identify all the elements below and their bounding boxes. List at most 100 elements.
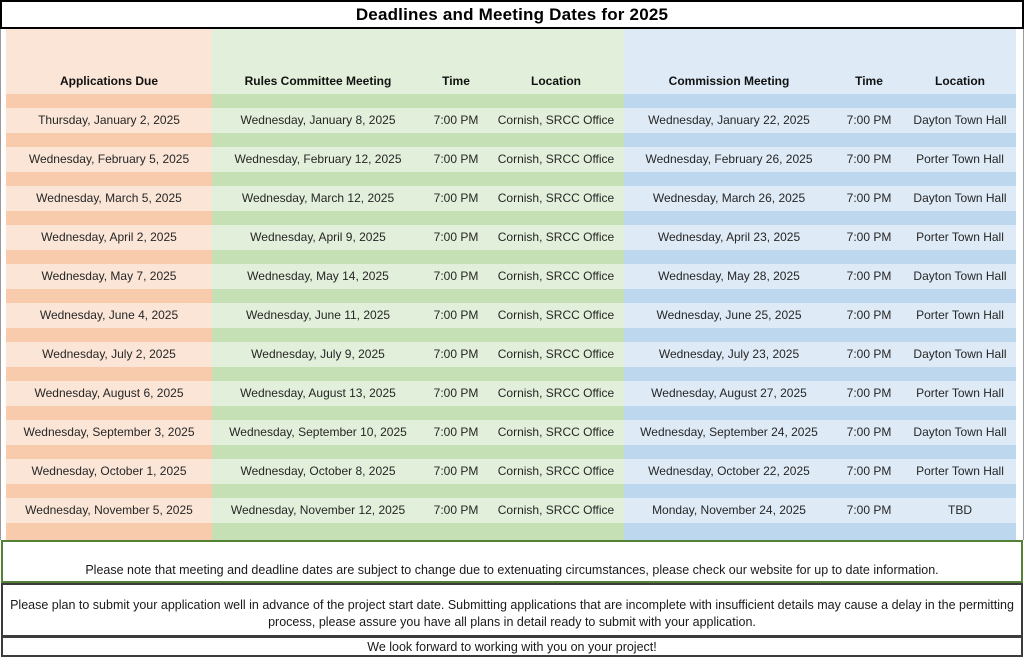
spacer-band-commission <box>624 445 1016 459</box>
cell-rules-meeting: Wednesday, February 12, 2025 <box>212 147 424 172</box>
column-header-commission-time: Time <box>834 29 904 94</box>
spacer-band-commission <box>624 94 1016 108</box>
spacer-band-applications <box>6 328 212 342</box>
cell-rules-time: 7:00 PM <box>424 342 488 367</box>
cell-commission-meeting: Wednesday, April 23, 2025 <box>624 225 834 250</box>
cell-commission-time: 7:00 PM <box>834 225 904 250</box>
cell-rules-meeting: Wednesday, June 11, 2025 <box>212 303 424 328</box>
row-spacer <box>6 133 1018 147</box>
row-spacer <box>6 289 1018 303</box>
cell-commission-location: Porter Town Hall <box>904 459 1016 484</box>
cell-commission-location: Porter Town Hall <box>904 381 1016 406</box>
cell-commission-time: 7:00 PM <box>834 459 904 484</box>
row-spacer <box>6 250 1018 264</box>
spacer-band-commission <box>624 484 1016 498</box>
cell-applications-due: Wednesday, July 2, 2025 <box>6 342 212 367</box>
cell-rules-time: 7:00 PM <box>424 420 488 445</box>
cell-applications-due: Wednesday, June 4, 2025 <box>6 303 212 328</box>
cell-rules-meeting: Wednesday, March 12, 2025 <box>212 186 424 211</box>
row-spacer <box>6 328 1018 342</box>
spacer-band-commission <box>624 289 1016 303</box>
spacer-band-rules <box>212 211 624 225</box>
cell-commission-meeting: Wednesday, July 23, 2025 <box>624 342 834 367</box>
note-text: Please note that meeting and deadline da… <box>85 563 939 577</box>
cell-commission-meeting: Wednesday, October 22, 2025 <box>624 459 834 484</box>
cell-rules-meeting: Wednesday, January 8, 2025 <box>212 108 424 133</box>
row-spacer <box>6 211 1018 225</box>
table-row: Wednesday, September 3, 2025 Wednesday, S… <box>6 420 1018 445</box>
table-row: Wednesday, March 5, 2025 Wednesday, March… <box>6 186 1018 211</box>
cell-rules-meeting: Wednesday, November 12, 2025 <box>212 498 424 523</box>
note-look-forward: We look forward to working with you on y… <box>1 636 1023 657</box>
cell-applications-due: Wednesday, November 5, 2025 <box>6 498 212 523</box>
cell-commission-meeting: Wednesday, August 27, 2025 <box>624 381 834 406</box>
note-submit-in-advance: Please plan to submit your application w… <box>1 583 1023 637</box>
cell-rules-location: Cornish, SRCC Office <box>488 342 624 367</box>
schedule-table: Applications Due Rules Committee Meeting T… <box>6 29 1018 540</box>
cell-rules-location: Cornish, SRCC Office <box>488 264 624 289</box>
spacer-band-rules <box>212 406 624 420</box>
cell-rules-time: 7:00 PM <box>424 147 488 172</box>
cell-rules-time: 7:00 PM <box>424 303 488 328</box>
cell-commission-location: TBD <box>904 498 1016 523</box>
cell-commission-location: Dayton Town Hall <box>904 108 1016 133</box>
row-spacer <box>6 406 1018 420</box>
spacer-band-commission <box>624 250 1016 264</box>
spacer-band-commission <box>624 211 1016 225</box>
cell-rules-meeting: Wednesday, July 9, 2025 <box>212 342 424 367</box>
cell-commission-location: Porter Town Hall <box>904 225 1016 250</box>
cell-commission-time: 7:00 PM <box>834 381 904 406</box>
cell-applications-due: Wednesday, September 3, 2025 <box>6 420 212 445</box>
cell-commission-time: 7:00 PM <box>834 264 904 289</box>
cell-commission-meeting: Wednesday, May 28, 2025 <box>624 264 834 289</box>
cell-commission-time: 7:00 PM <box>834 108 904 133</box>
cell-rules-location: Cornish, SRCC Office <box>488 381 624 406</box>
cell-rules-time: 7:00 PM <box>424 225 488 250</box>
spacer-band-commission <box>624 328 1016 342</box>
spacer-band-applications <box>6 406 212 420</box>
cell-commission-location: Porter Town Hall <box>904 303 1016 328</box>
cell-rules-meeting: Wednesday, May 14, 2025 <box>212 264 424 289</box>
cell-rules-location: Cornish, SRCC Office <box>488 147 624 172</box>
spacer-band-applications <box>6 172 212 186</box>
spacer-band-applications <box>6 445 212 459</box>
table-row: Wednesday, October 1, 2025 Wednesday, Oct… <box>6 459 1018 484</box>
column-header-commission-meeting: Commission Meeting <box>624 29 834 94</box>
spacer-band-rules <box>212 484 624 498</box>
cell-rules-time: 7:00 PM <box>424 498 488 523</box>
cell-commission-meeting: Wednesday, June 25, 2025 <box>624 303 834 328</box>
spacer-band-rules <box>212 289 624 303</box>
cell-commission-time: 7:00 PM <box>834 498 904 523</box>
table-region: Applications Due Rules Committee Meeting T… <box>0 29 1024 540</box>
column-header-commission-location: Location <box>904 29 1016 94</box>
cell-rules-location: Cornish, SRCC Office <box>488 498 624 523</box>
cell-rules-location: Cornish, SRCC Office <box>488 225 624 250</box>
spacer-band-rules <box>212 172 624 186</box>
table-row: Wednesday, August 6, 2025 Wednesday, Augu… <box>6 381 1018 406</box>
cell-commission-time: 7:00 PM <box>834 342 904 367</box>
cell-rules-time: 7:00 PM <box>424 381 488 406</box>
cell-commission-meeting: Wednesday, March 26, 2025 <box>624 186 834 211</box>
cell-commission-meeting: Wednesday, September 24, 2025 <box>624 420 834 445</box>
cell-rules-meeting: Wednesday, September 10, 2025 <box>212 420 424 445</box>
spacer-band-rules <box>212 445 624 459</box>
cell-rules-location: Cornish, SRCC Office <box>488 420 624 445</box>
column-header-rules-location: Location <box>488 29 624 94</box>
cell-commission-location: Dayton Town Hall <box>904 186 1016 211</box>
table-row: Wednesday, May 7, 2025 Wednesday, May 14,… <box>6 264 1018 289</box>
spacer-band-applications <box>6 484 212 498</box>
cell-commission-meeting: Monday, November 24, 2025 <box>624 498 834 523</box>
cell-rules-meeting: Wednesday, August 13, 2025 <box>212 381 424 406</box>
cell-commission-meeting: Wednesday, February 26, 2025 <box>624 147 834 172</box>
note-text: We look forward to working with you on y… <box>367 639 657 654</box>
cell-rules-location: Cornish, SRCC Office <box>488 108 624 133</box>
column-header-rules-meeting: Rules Committee Meeting <box>212 29 424 94</box>
spacer-band-rules <box>212 523 624 540</box>
spacer-band-applications <box>6 523 212 540</box>
cell-rules-time: 7:00 PM <box>424 108 488 133</box>
cell-commission-time: 7:00 PM <box>834 147 904 172</box>
row-spacer <box>6 523 1018 540</box>
table-row: Wednesday, February 5, 2025 Wednesday, Fe… <box>6 147 1018 172</box>
cell-applications-due: Wednesday, March 5, 2025 <box>6 186 212 211</box>
